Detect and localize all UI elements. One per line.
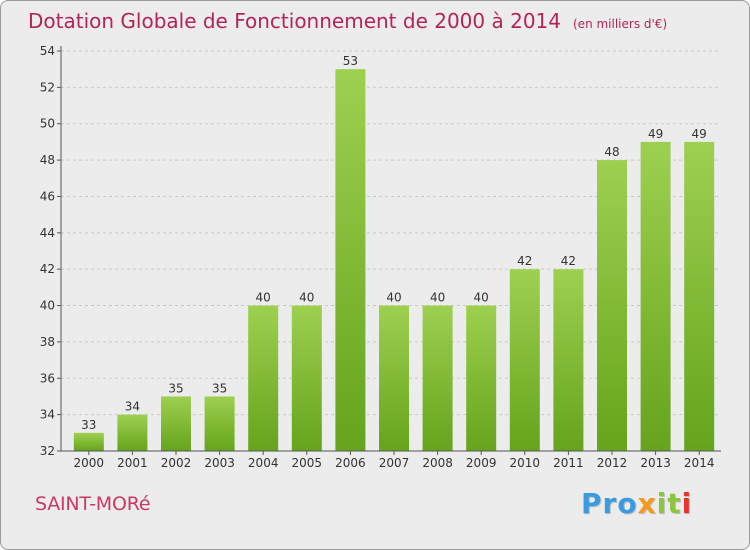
x-tick-label: 2009 bbox=[466, 456, 497, 470]
x-tick-label: 2005 bbox=[292, 456, 323, 470]
bar-value-label: 35 bbox=[168, 381, 183, 395]
y-tick-label: 46 bbox=[40, 189, 55, 203]
bar-value-label: 42 bbox=[517, 254, 532, 268]
logo-part-4: i bbox=[681, 487, 693, 520]
x-tick-label: 2004 bbox=[248, 456, 279, 470]
bar bbox=[422, 305, 453, 451]
bar-value-label: 48 bbox=[604, 145, 619, 159]
x-tick-label: 2014 bbox=[684, 456, 715, 470]
x-tick-label: 2012 bbox=[597, 456, 628, 470]
chart-unit: (en milliers d'€) bbox=[573, 17, 668, 31]
y-tick-label: 52 bbox=[40, 80, 55, 94]
proxiti-logo: Proxiti bbox=[581, 487, 692, 520]
chart-title: Dotation Globale de Fonctionnement de 20… bbox=[28, 9, 667, 33]
bar bbox=[117, 414, 148, 451]
logo-part-1: Pro bbox=[581, 487, 638, 520]
y-tick-label: 54 bbox=[40, 44, 55, 58]
y-tick-label: 38 bbox=[40, 335, 55, 349]
bar bbox=[684, 141, 715, 451]
bar bbox=[73, 432, 104, 451]
x-tick-label: 2001 bbox=[117, 456, 148, 470]
bar bbox=[291, 305, 322, 451]
y-tick-label: 36 bbox=[40, 371, 55, 385]
bar-value-label: 40 bbox=[299, 291, 314, 305]
bar-value-label: 34 bbox=[125, 400, 140, 414]
bar-value-label: 53 bbox=[343, 54, 358, 68]
bar-value-label: 49 bbox=[692, 127, 707, 141]
y-tick-label: 32 bbox=[40, 444, 55, 458]
x-tick-label: 2003 bbox=[204, 456, 235, 470]
bar bbox=[248, 305, 279, 451]
y-tick-label: 42 bbox=[40, 262, 55, 276]
bar-value-label: 40 bbox=[474, 291, 489, 305]
bar bbox=[335, 69, 366, 451]
y-tick-label: 44 bbox=[40, 226, 55, 240]
bar bbox=[640, 141, 671, 451]
y-tick-label: 48 bbox=[40, 153, 55, 167]
bar bbox=[379, 305, 409, 451]
chart-title-text: Dotation Globale de Fonctionnement de 20… bbox=[28, 9, 561, 33]
x-tick-label: 2010 bbox=[510, 456, 541, 470]
bar bbox=[161, 396, 191, 451]
bar bbox=[509, 269, 540, 451]
bar-value-label: 40 bbox=[256, 291, 271, 305]
y-tick-label: 50 bbox=[40, 117, 55, 131]
x-tick-label: 2007 bbox=[379, 456, 410, 470]
y-tick-label: 40 bbox=[40, 299, 55, 313]
x-tick-label: 2002 bbox=[161, 456, 192, 470]
bar-value-label: 40 bbox=[430, 291, 445, 305]
bar bbox=[597, 160, 627, 451]
bar-value-label: 42 bbox=[561, 254, 576, 268]
y-tick-label: 34 bbox=[40, 408, 55, 422]
x-tick-label: 2000 bbox=[74, 456, 105, 470]
bar bbox=[553, 269, 584, 451]
bar bbox=[204, 396, 235, 451]
bar-value-label: 35 bbox=[212, 381, 227, 395]
x-tick-label: 2013 bbox=[640, 456, 671, 470]
bar-value-label: 40 bbox=[386, 291, 401, 305]
logo-part-3: it bbox=[656, 487, 682, 520]
x-tick-label: 2008 bbox=[422, 456, 453, 470]
bar bbox=[466, 305, 497, 451]
x-tick-label: 2006 bbox=[335, 456, 366, 470]
bar-value-label: 33 bbox=[81, 418, 96, 432]
commune-name: SAINT-MORé bbox=[35, 493, 151, 515]
bar-value-label: 49 bbox=[648, 127, 663, 141]
x-tick-label: 2011 bbox=[553, 456, 584, 470]
logo-part-2: x bbox=[637, 487, 657, 520]
